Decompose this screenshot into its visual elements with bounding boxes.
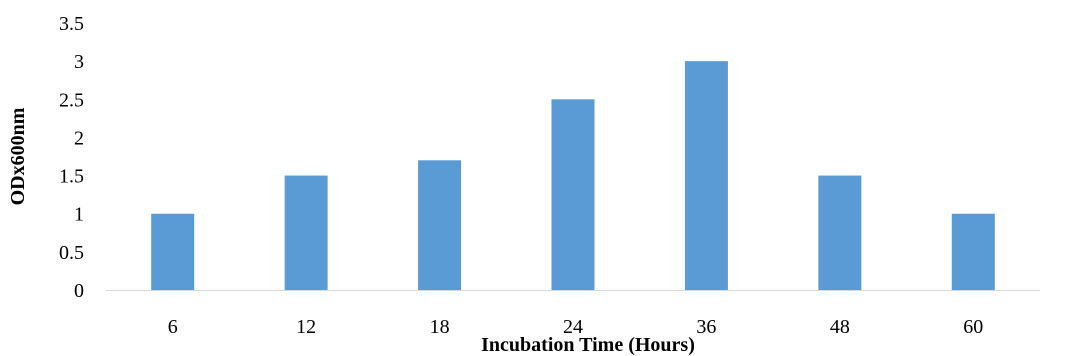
bar	[684, 61, 728, 291]
y-tick-label: 2	[74, 127, 84, 149]
y-tick-label: 2.5	[59, 89, 84, 111]
y-tick-label: 1	[74, 204, 84, 226]
bars	[151, 61, 995, 291]
x-tick-label: 48	[830, 316, 850, 338]
bar	[284, 175, 328, 290]
y-tick-label: 0	[74, 280, 84, 302]
x-axis-ticks: 6 12 18 24 36 48 60	[168, 316, 984, 338]
x-tick-label: 6	[168, 316, 178, 338]
bar	[551, 99, 595, 291]
x-tick-label: 24	[563, 316, 583, 338]
y-axis-title: ODx600nm	[7, 107, 29, 205]
bar	[151, 213, 195, 290]
x-axis-title: Incubation Time (Hours)	[481, 334, 695, 356]
y-tick-label: 3.5	[59, 13, 84, 35]
x-tick-label: 12	[296, 316, 316, 338]
bar	[418, 160, 462, 290]
x-tick-label: 18	[430, 316, 450, 338]
x-tick-label: 36	[696, 316, 716, 338]
y-tick-label: 3	[74, 51, 84, 73]
bar	[951, 213, 995, 290]
x-tick-label: 60	[963, 316, 983, 338]
y-tick-label: 1.5	[59, 166, 84, 188]
y-tick-label: 0.5	[59, 242, 84, 264]
bar	[818, 175, 862, 290]
y-axis-ticks: 0 0.5 1 1.5 2 2.5 3 3.5	[59, 13, 84, 302]
